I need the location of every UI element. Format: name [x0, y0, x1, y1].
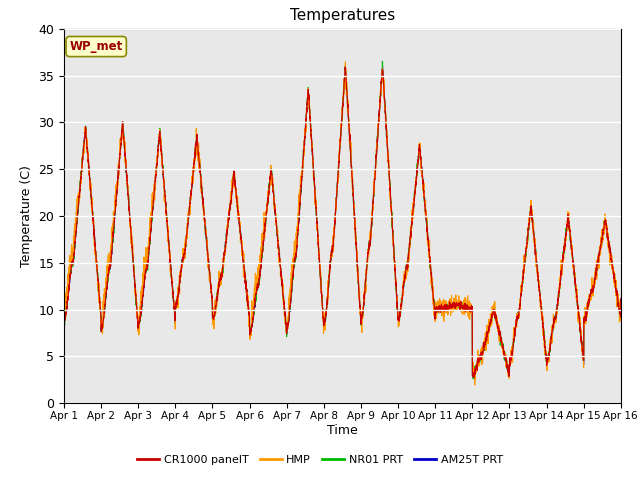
HMP — [617, 317, 625, 323]
AM25T PRT — [469, 374, 477, 380]
AM25T PRT — [617, 297, 625, 303]
Text: WP_met: WP_met — [70, 40, 123, 53]
NR01 PRT — [216, 279, 223, 285]
HMP — [471, 382, 479, 388]
HMP — [617, 300, 625, 305]
AM25T PRT — [406, 233, 414, 239]
AM25T PRT — [60, 317, 68, 323]
Line: CR1000 panelT: CR1000 panelT — [64, 67, 621, 378]
CR1000 panelT — [342, 64, 349, 70]
NR01 PRT — [378, 58, 386, 64]
Y-axis label: Temperature (C): Temperature (C) — [20, 165, 33, 267]
NR01 PRT — [60, 318, 68, 324]
X-axis label: Time: Time — [327, 424, 358, 437]
AM25T PRT — [617, 314, 625, 320]
HMP — [216, 279, 223, 285]
CR1000 panelT — [470, 375, 478, 381]
AM25T PRT — [216, 279, 223, 285]
Line: NR01 PRT: NR01 PRT — [64, 61, 621, 379]
CR1000 panelT — [179, 254, 187, 260]
HMP — [397, 303, 404, 309]
NR01 PRT — [617, 313, 625, 319]
Legend: CR1000 panelT, HMP, NR01 PRT, AM25T PRT: CR1000 panelT, HMP, NR01 PRT, AM25T PRT — [132, 451, 508, 469]
CR1000 panelT — [60, 313, 68, 319]
CR1000 panelT — [617, 314, 625, 320]
AM25T PRT — [564, 212, 572, 218]
HMP — [406, 223, 414, 229]
NR01 PRT — [564, 212, 572, 217]
CR1000 panelT — [617, 296, 625, 301]
NR01 PRT — [179, 257, 187, 263]
HMP — [179, 256, 187, 262]
Line: AM25T PRT: AM25T PRT — [64, 66, 621, 377]
AM25T PRT — [342, 63, 349, 69]
AM25T PRT — [179, 256, 187, 262]
HMP — [564, 211, 572, 217]
Title: Temperatures: Temperatures — [290, 9, 395, 24]
Line: HMP: HMP — [64, 62, 621, 385]
NR01 PRT — [406, 228, 414, 233]
HMP — [60, 317, 68, 323]
CR1000 panelT — [564, 215, 572, 220]
AM25T PRT — [397, 304, 404, 310]
CR1000 panelT — [397, 307, 404, 312]
HMP — [342, 59, 349, 65]
CR1000 panelT — [216, 276, 223, 282]
NR01 PRT — [617, 299, 625, 305]
NR01 PRT — [397, 305, 404, 311]
NR01 PRT — [469, 376, 477, 382]
CR1000 panelT — [406, 231, 414, 237]
